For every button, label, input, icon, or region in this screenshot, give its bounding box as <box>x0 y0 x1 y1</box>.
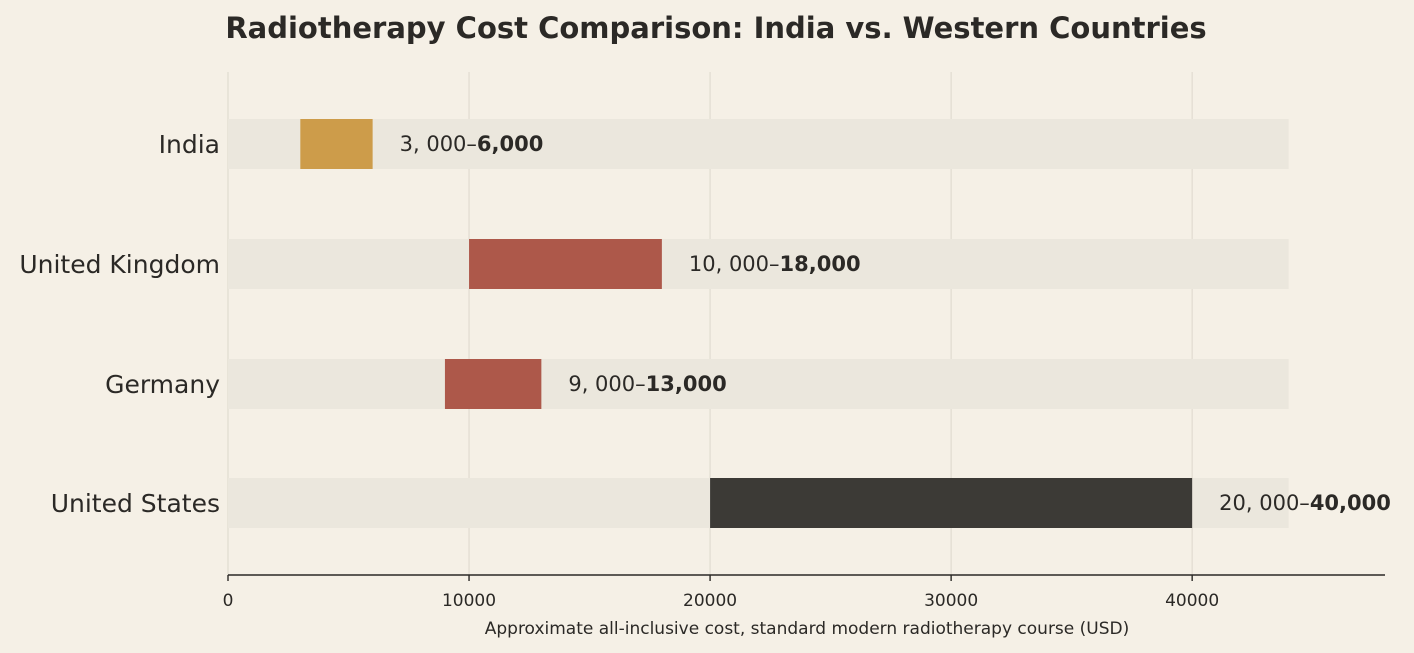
x-tick-label: 40000 <box>1165 591 1219 611</box>
x-axis-ticks: 0 10000 20000 30000 40000 <box>223 575 1219 611</box>
x-axis-label: Approximate all-inclusive cost, standard… <box>485 619 1130 639</box>
category-label: Germany <box>105 370 220 399</box>
bar-track <box>228 359 1289 409</box>
bar-track <box>228 239 1289 289</box>
category-labels: India United Kingdom Germany United States <box>19 130 220 518</box>
value-label-range-start: 3, 000– <box>400 132 477 156</box>
value-label-range-end: 6,000 <box>477 132 543 156</box>
bar-united-kingdom <box>469 239 662 289</box>
category-label: United States <box>51 489 220 518</box>
x-tick-label: 10000 <box>442 591 496 611</box>
bar-tracks <box>228 119 1289 528</box>
x-tick-label: 0 <box>223 591 234 611</box>
value-labels: 3, 000–6,000 10, 000–18,000 9, 000–13,000 2… <box>400 132 1391 515</box>
value-label-range-end: 40,000 <box>1310 491 1391 515</box>
bar-germany <box>444 359 542 409</box>
category-label: India <box>159 130 220 159</box>
value-label-range-start: 10, 000– <box>689 252 780 276</box>
value-label-range-start: 20, 000– <box>1219 491 1310 515</box>
value-label: 10, 000–18,000 <box>689 252 861 276</box>
bar-united-states <box>710 478 1193 528</box>
value-label-range-end: 18,000 <box>780 252 861 276</box>
value-label-range-start: 9, 000– <box>568 372 645 396</box>
chart-title: Radiotherapy Cost Comparison: India vs. … <box>225 11 1206 45</box>
value-label: 3, 000–6,000 <box>400 132 544 156</box>
value-label-range-end: 13,000 <box>646 372 727 396</box>
x-tick-label: 20000 <box>683 591 737 611</box>
value-label: 9, 000–13,000 <box>568 372 726 396</box>
value-label: 20, 000–40,000 <box>1219 491 1391 515</box>
bar-track <box>228 119 1289 169</box>
category-label: United Kingdom <box>19 250 220 279</box>
bar-india <box>300 119 373 169</box>
bars <box>300 119 1193 528</box>
x-tick-label: 30000 <box>924 591 978 611</box>
